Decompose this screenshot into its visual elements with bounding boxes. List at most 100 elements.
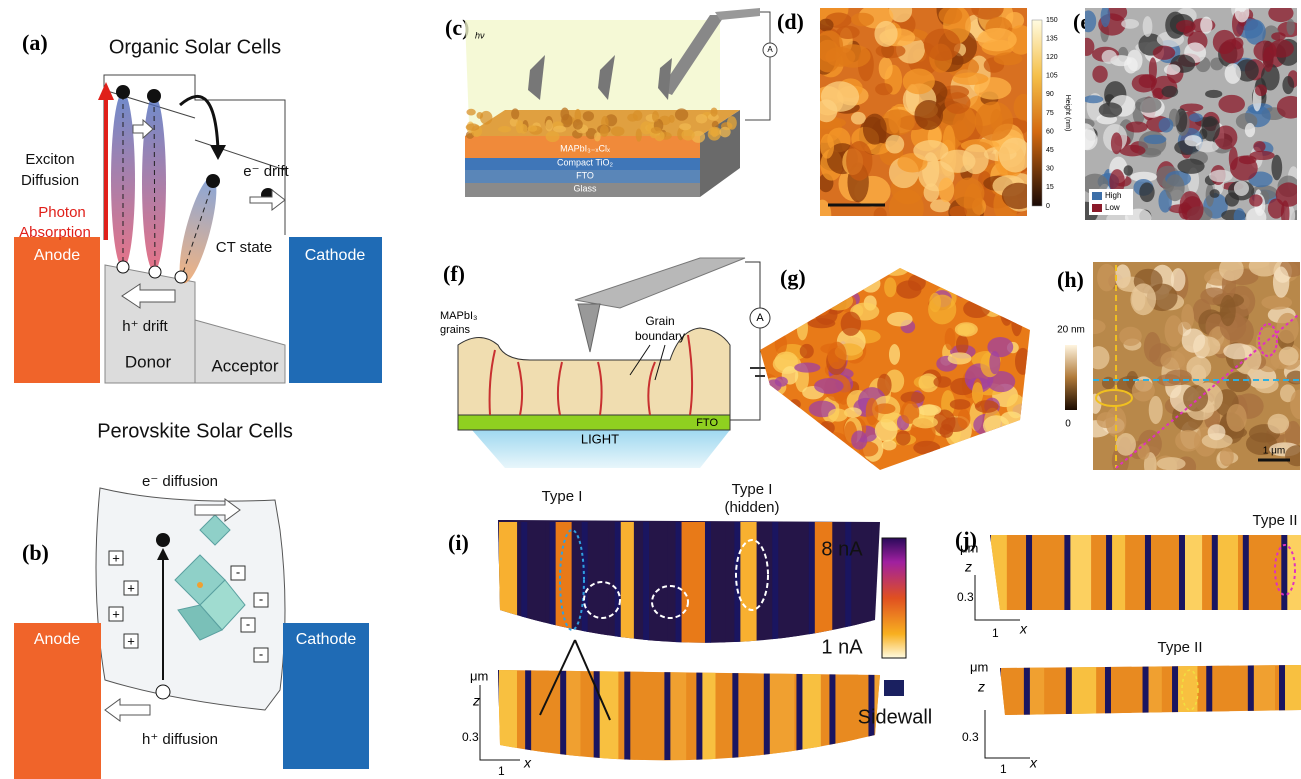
electron: [147, 89, 161, 103]
texture-blob: [1282, 76, 1295, 95]
texture-blob: [1164, 315, 1183, 347]
texture-blob: [1179, 103, 1204, 112]
texture-stripe: [530, 670, 549, 760]
texture-blob: [1131, 379, 1155, 402]
texture-blob: [874, 419, 898, 442]
texture-blob: [1001, 182, 1027, 210]
octahedron: [177, 604, 223, 641]
texture-blob: [1271, 32, 1286, 41]
texture-stripe: [801, 670, 821, 760]
texture-stripe: [1000, 665, 1017, 715]
text: Type II: [1252, 512, 1297, 529]
layer: [465, 170, 700, 183]
hole: [148, 265, 162, 279]
texture-blob: [971, 382, 984, 405]
texture-blob: [885, 134, 905, 154]
texture-blob: [1008, 304, 1030, 315]
colorbar-tick: 120: [1046, 54, 1058, 61]
cathode-label: Cathode: [296, 631, 357, 648]
ct-state: [179, 176, 217, 284]
texture-blob: [812, 291, 832, 316]
texture-stripe: [777, 522, 800, 643]
arrow: [249, 188, 286, 212]
texture-blob: [1290, 389, 1300, 420]
texture-stripe: [1172, 665, 1179, 715]
texture-stripe: [990, 535, 991, 610]
texture-blob: [1148, 395, 1163, 425]
texture-blob: [1004, 272, 1030, 285]
ammeter: [749, 307, 771, 329]
texture-blob: [783, 310, 795, 332]
pair-line: [181, 181, 214, 277]
axis-glyph: [974, 575, 1020, 621]
charge-sign: +: [127, 580, 135, 595]
texture-stripe: [498, 522, 518, 643]
texture-blob: [1148, 57, 1157, 82]
current-texture: [498, 522, 872, 643]
texture-stripe: [549, 522, 556, 643]
colorbar-tick: 150: [1046, 17, 1058, 24]
charge-sign: +: [112, 550, 120, 565]
pointer: [654, 344, 666, 381]
texture-blob: [1181, 196, 1204, 220]
texture-stripe: [669, 670, 687, 760]
marker: [1274, 544, 1296, 596]
text: h⁺ diffusion: [142, 731, 218, 748]
arrow: [574, 639, 611, 721]
text: e⁻ drift: [243, 163, 289, 180]
layer: [465, 158, 700, 170]
text: Type II: [1157, 639, 1202, 656]
texture-blob: [1119, 144, 1146, 157]
texture-stripe: [1149, 535, 1176, 610]
texture-blob: [799, 343, 814, 359]
grain-texture: [465, 107, 737, 143]
texture-blob: [917, 404, 942, 416]
texture-blob: [1177, 158, 1205, 174]
texture-blob: [509, 117, 519, 127]
texture-blob: [875, 43, 906, 59]
texture-blob: [635, 128, 642, 142]
arrowhead: [98, 82, 114, 100]
charge-sign: -: [259, 591, 263, 606]
charge-sign: -: [236, 564, 240, 579]
text: 0.3: [462, 730, 479, 744]
marker: [583, 581, 621, 619]
texture-blob: [760, 441, 779, 453]
texture-blob: [900, 391, 925, 404]
charge-box: [123, 633, 139, 649]
texture-blob: [803, 454, 827, 470]
legend-label: Low: [1105, 203, 1120, 212]
texture-blob: [479, 110, 493, 125]
texture-stripe: [1284, 665, 1301, 715]
texture-stripe: [1281, 535, 1288, 610]
panel-label: (b): [22, 540, 49, 565]
text: μm: [960, 540, 978, 555]
texture-blob: [807, 318, 836, 329]
texture-blob: [1085, 37, 1095, 56]
marker: [735, 539, 769, 611]
texture-blob: [820, 18, 834, 32]
texture-stripe: [1064, 535, 1071, 610]
marker: [1258, 323, 1278, 357]
texture-blob: [957, 408, 971, 429]
texture-blob: [1183, 385, 1209, 412]
transfer-arrow: [179, 94, 220, 151]
texture-blob: [852, 457, 874, 470]
cathode-label: Cathode: [305, 247, 366, 264]
panel-label: (g): [780, 265, 806, 290]
texture-blob: [1209, 169, 1233, 183]
texture-blob: [594, 132, 601, 142]
text: Diffusion: [21, 172, 79, 189]
charge-group: ++++----: [108, 550, 269, 663]
texture-stripe: [675, 522, 682, 643]
grains: [457, 327, 731, 416]
texture-blob: [1165, 174, 1185, 202]
texture-blob: [1261, 295, 1293, 310]
texture-blob: [1253, 141, 1266, 153]
texture-blob: [545, 131, 560, 143]
texture-blob: [1000, 411, 1023, 426]
texture-blob: [819, 421, 835, 436]
colorbar: [1031, 19, 1043, 207]
texture-blob: [974, 101, 1014, 141]
